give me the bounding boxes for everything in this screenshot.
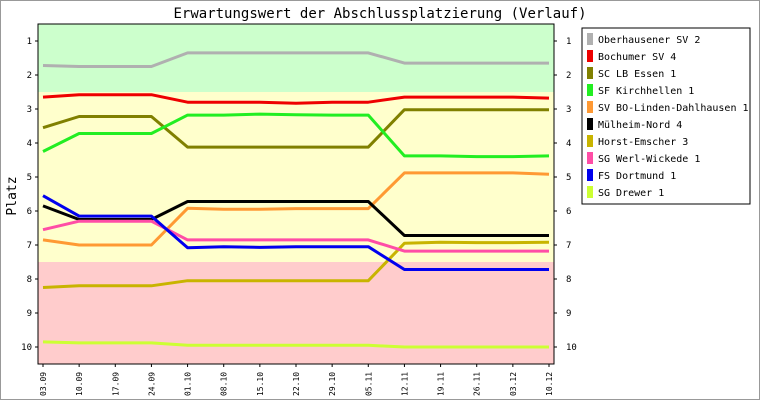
legend-swatch	[587, 186, 593, 198]
series-line	[42, 108, 549, 149]
y-tick-label-right: 9	[566, 309, 571, 319]
legend-label: SV BO-Linden-Dahlhausen 1	[598, 103, 749, 114]
legend-swatch	[587, 118, 593, 130]
y-tick-label-right: 5	[566, 173, 571, 183]
legend-label: SF Kirchhellen 1	[598, 86, 694, 97]
series-line	[42, 93, 550, 105]
x-tick-label: 01.10	[184, 372, 193, 396]
series-lines	[42, 51, 550, 349]
legend-box	[581, 27, 751, 205]
x-tick-label: 19.11	[437, 372, 446, 396]
legend-swatch	[587, 169, 593, 181]
x-tick-label: 10.12	[545, 372, 554, 396]
y-tick-label-right: 7	[566, 241, 571, 251]
x-tick-label: 03.09	[39, 372, 48, 396]
legend-label: Bochumer SV 4	[598, 52, 676, 63]
x-tick-label: 29.10	[328, 372, 337, 396]
chart-title: Erwartungswert der Abschlussplatzierung …	[173, 6, 586, 22]
x-tick-label: 08.10	[220, 372, 229, 396]
legend-label: SC LB Essen 1	[598, 69, 676, 80]
y-tick-label-left: 2	[27, 71, 32, 81]
y-tick-label-left: 3	[27, 105, 32, 115]
x-tick-label: 22.10	[292, 372, 301, 396]
y-tick-label-left: 5	[27, 173, 32, 183]
legend-label: SG Drewer 1	[598, 188, 664, 199]
legend-swatch	[587, 67, 593, 79]
legend-label: Horst-Emscher 3	[598, 137, 688, 148]
legend-swatch	[587, 33, 593, 45]
series-line	[42, 112, 550, 159]
y-axis-label: Platz	[5, 176, 20, 215]
legend-swatch	[587, 84, 593, 96]
legend-swatch	[587, 152, 593, 164]
legend-swatch	[587, 50, 593, 62]
x-tick-label: 24.09	[147, 372, 156, 396]
x-tick-label: 17.09	[111, 372, 120, 396]
zone-band-1	[38, 24, 554, 92]
y-ticks-left: 1 2 3 4 5 6 7 8 9 10	[21, 37, 38, 353]
y-tick-label-left: 4	[27, 139, 32, 149]
series-line	[42, 171, 550, 247]
legend-swatch	[587, 135, 593, 147]
series-line	[42, 219, 549, 253]
series-line	[42, 240, 550, 289]
y-tick-label-left: 6	[27, 207, 32, 217]
legend: Oberhausener SV 2 Bochumer SV 4 SC LB Esse…	[581, 27, 751, 205]
x-tick-label: 03.12	[509, 372, 518, 396]
y-ticks-right: 1 2 3 4 5 6 7 8 9 10	[554, 37, 577, 353]
x-ticks: 03.09 10.09 17.09 24.09 01.10 08.10 15.10 22.10…	[39, 364, 554, 396]
y-tick-label-left: 10	[21, 343, 32, 353]
zone-band-3	[38, 262, 554, 364]
series-line	[42, 340, 549, 349]
zone-band-2	[38, 92, 554, 262]
legend-label: Mülheim-Nord 4	[598, 120, 682, 131]
x-tick-label: 05.11	[364, 372, 373, 396]
legend-label: Oberhausener SV 2	[598, 35, 700, 46]
series-line	[42, 200, 549, 237]
series-line	[42, 51, 549, 68]
y-tick-label-right: 4	[566, 139, 571, 149]
x-tick-label: 26.11	[473, 372, 482, 396]
y-tick-label-right: 10	[566, 343, 577, 353]
y-tick-label-right: 2	[566, 71, 571, 81]
legend-label: SG Werl-Wickede 1	[598, 154, 700, 165]
y-tick-label-left: 8	[27, 275, 32, 285]
y-tick-label-left: 7	[27, 241, 32, 251]
legend-label: FS Dortmund 1	[598, 171, 676, 182]
x-tick-label: 10.09	[75, 372, 84, 396]
series-line	[42, 194, 549, 271]
y-tick-label-left: 1	[27, 37, 32, 47]
y-tick-label-right: 1	[566, 37, 571, 47]
x-tick-label: 12.11	[400, 372, 409, 396]
y-tick-label-left: 9	[27, 309, 32, 319]
y-tick-label-right: 3	[566, 105, 571, 115]
legend-swatch	[587, 101, 593, 113]
y-tick-label-right: 6	[566, 207, 571, 217]
y-tick-label-right: 8	[566, 275, 571, 285]
x-tick-label: 15.10	[256, 372, 265, 396]
zone-bands	[38, 24, 554, 364]
